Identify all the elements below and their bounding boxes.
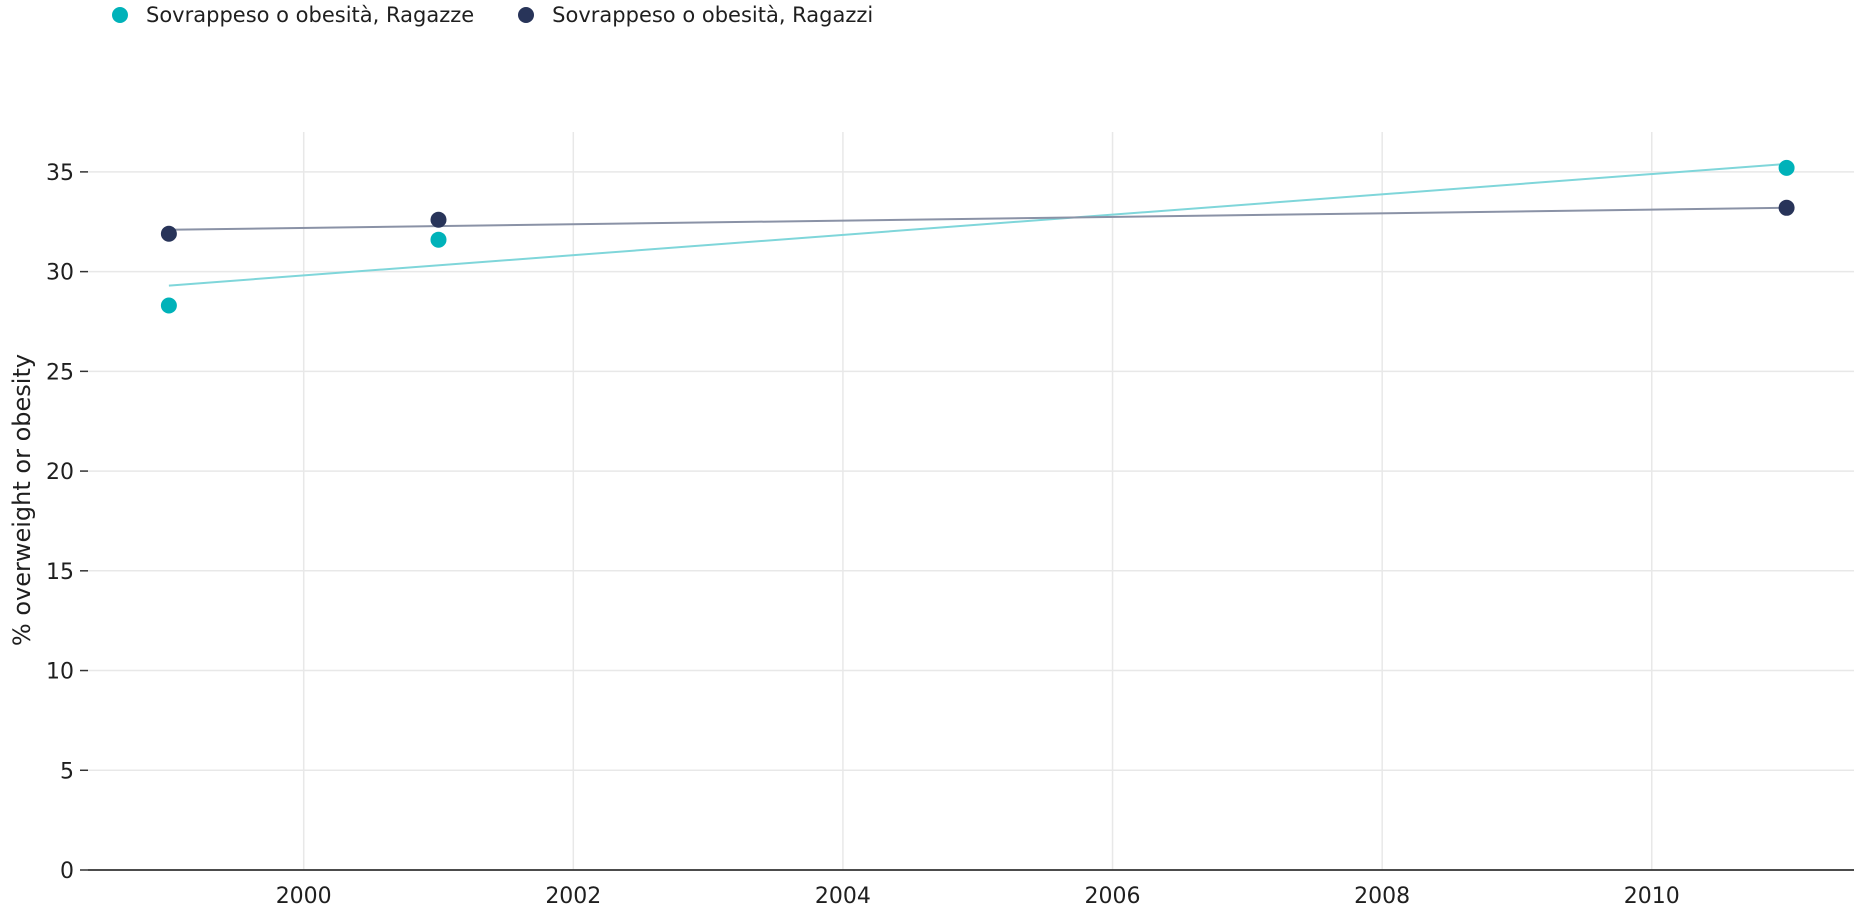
data-points — [160, 159, 1795, 314]
axes — [80, 171, 1854, 871]
data-point-series-1 — [1778, 199, 1795, 216]
y-tick-label: 20 — [46, 460, 74, 485]
legend-item-girls[interactable]: Sovrappeso o obesità, Ragazze — [112, 3, 474, 27]
gridlines — [88, 132, 1854, 870]
tick-labels: 0 5 10 15 20 25 30 35 2000 2002 2004 2006 2008 2010 — [46, 161, 1680, 906]
legend-marker-boys — [518, 7, 535, 23]
trendline-series-0 — [168, 162, 1787, 287]
legend-label-boys: Sovrappeso o obesità, Ragazzi — [552, 3, 874, 27]
data-point-series-1 — [160, 225, 177, 242]
x-tick-label: 2004 — [815, 884, 871, 906]
x-tick-label: 2006 — [1085, 884, 1141, 906]
data-point-series-0 — [160, 297, 177, 314]
y-tick-label: 25 — [46, 360, 74, 385]
y-tick-label: 0 — [60, 859, 74, 884]
trendline-series-1 — [168, 206, 1787, 231]
legend-marker-girls — [112, 7, 128, 23]
data-point-series-0 — [1778, 159, 1795, 176]
data-point-series-1 — [430, 211, 447, 228]
y-tick-label: 30 — [46, 261, 74, 286]
x-tick-label: 2010 — [1624, 884, 1680, 906]
y-tick-label: 10 — [46, 660, 74, 685]
y-tick-label: 15 — [46, 560, 74, 585]
legend: Sovrappeso o obesità, Ragazze Sovrappeso… — [112, 0, 873, 30]
y-tick-label: 35 — [46, 161, 74, 186]
x-tick-label: 2002 — [545, 884, 601, 906]
x-tick-label: 2008 — [1354, 884, 1410, 906]
y-tick-label: 5 — [60, 759, 74, 784]
x-tick-label: 2000 — [276, 884, 332, 906]
data-point-series-0 — [430, 231, 447, 248]
trendlines — [168, 162, 1787, 287]
legend-item-boys[interactable]: Sovrappeso o obesità, Ragazzi — [518, 3, 873, 27]
legend-label-girls: Sovrappeso o obesità, Ragazze — [146, 3, 475, 27]
